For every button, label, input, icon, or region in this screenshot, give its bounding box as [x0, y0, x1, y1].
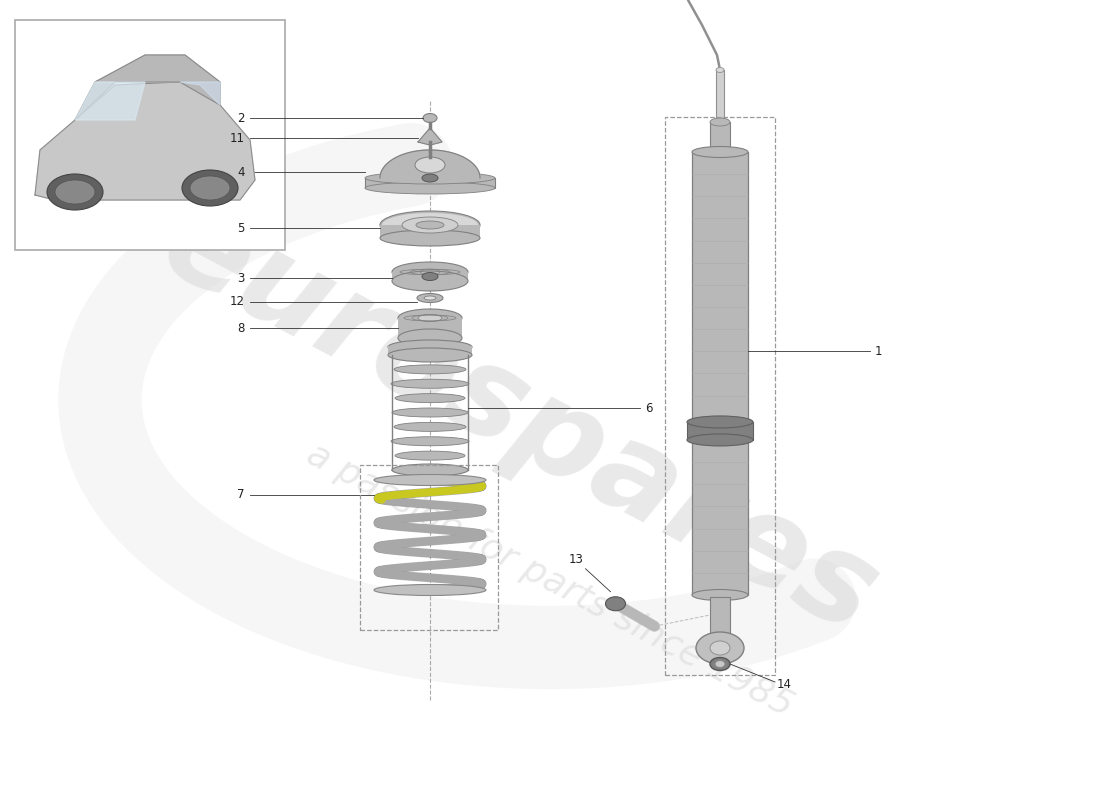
- Text: 13: 13: [569, 553, 583, 566]
- Bar: [360, 465, 498, 630]
- Text: 8: 8: [238, 322, 245, 334]
- Bar: [388, 346, 472, 355]
- Ellipse shape: [688, 434, 754, 446]
- Polygon shape: [180, 82, 220, 105]
- Ellipse shape: [710, 118, 730, 126]
- Ellipse shape: [390, 379, 469, 388]
- Ellipse shape: [395, 394, 465, 402]
- Ellipse shape: [392, 408, 468, 417]
- Ellipse shape: [692, 146, 748, 158]
- Bar: [398, 318, 462, 338]
- Bar: [365, 178, 495, 188]
- Ellipse shape: [392, 271, 468, 291]
- Ellipse shape: [392, 464, 468, 476]
- Bar: [379, 225, 480, 238]
- Ellipse shape: [715, 661, 725, 667]
- Ellipse shape: [688, 416, 754, 428]
- Ellipse shape: [398, 329, 462, 347]
- Text: 2: 2: [238, 111, 245, 125]
- Text: 11: 11: [230, 131, 245, 145]
- Text: 3: 3: [238, 271, 245, 285]
- Ellipse shape: [55, 180, 95, 204]
- Bar: [15, 20, 285, 250]
- Ellipse shape: [379, 211, 480, 239]
- Bar: [392, 272, 468, 281]
- Ellipse shape: [605, 597, 626, 610]
- Ellipse shape: [416, 221, 444, 229]
- Ellipse shape: [394, 365, 466, 374]
- Ellipse shape: [424, 296, 436, 300]
- Ellipse shape: [398, 309, 462, 327]
- Ellipse shape: [382, 213, 478, 237]
- Ellipse shape: [392, 466, 468, 474]
- Ellipse shape: [402, 217, 458, 233]
- Bar: [716, 70, 724, 122]
- Ellipse shape: [716, 67, 724, 73]
- Ellipse shape: [182, 170, 238, 206]
- Bar: [710, 597, 730, 642]
- Ellipse shape: [422, 174, 438, 182]
- Text: 14: 14: [777, 678, 792, 690]
- Text: 4: 4: [238, 166, 245, 178]
- Ellipse shape: [422, 273, 438, 281]
- Ellipse shape: [365, 172, 495, 184]
- Ellipse shape: [388, 348, 472, 362]
- Ellipse shape: [190, 176, 230, 200]
- Ellipse shape: [390, 437, 469, 446]
- Polygon shape: [35, 82, 255, 200]
- Ellipse shape: [395, 451, 465, 460]
- Text: 5: 5: [238, 222, 245, 234]
- Ellipse shape: [379, 230, 480, 246]
- Polygon shape: [75, 55, 220, 120]
- Polygon shape: [75, 82, 145, 120]
- Ellipse shape: [418, 314, 442, 322]
- Bar: [688, 422, 754, 440]
- Text: eurospares: eurospares: [143, 181, 898, 659]
- Ellipse shape: [374, 585, 486, 595]
- Ellipse shape: [392, 262, 468, 282]
- Ellipse shape: [374, 474, 486, 486]
- Ellipse shape: [417, 294, 443, 302]
- Ellipse shape: [47, 174, 103, 210]
- Text: 12: 12: [230, 295, 245, 309]
- Bar: [692, 152, 748, 595]
- Ellipse shape: [415, 157, 446, 173]
- Polygon shape: [379, 150, 480, 178]
- Ellipse shape: [424, 114, 437, 122]
- Ellipse shape: [394, 422, 466, 431]
- Polygon shape: [418, 128, 442, 145]
- Text: a passion for parts since 1985: a passion for parts since 1985: [301, 437, 799, 723]
- Bar: [666, 117, 776, 675]
- Ellipse shape: [696, 632, 744, 664]
- Ellipse shape: [710, 658, 730, 670]
- Ellipse shape: [710, 148, 730, 156]
- Ellipse shape: [710, 641, 730, 655]
- Text: 7: 7: [238, 489, 245, 502]
- Ellipse shape: [692, 590, 748, 601]
- Ellipse shape: [365, 182, 495, 194]
- Ellipse shape: [388, 340, 472, 354]
- Text: 6: 6: [645, 402, 652, 414]
- Bar: [710, 122, 730, 152]
- Text: 1: 1: [874, 345, 882, 358]
